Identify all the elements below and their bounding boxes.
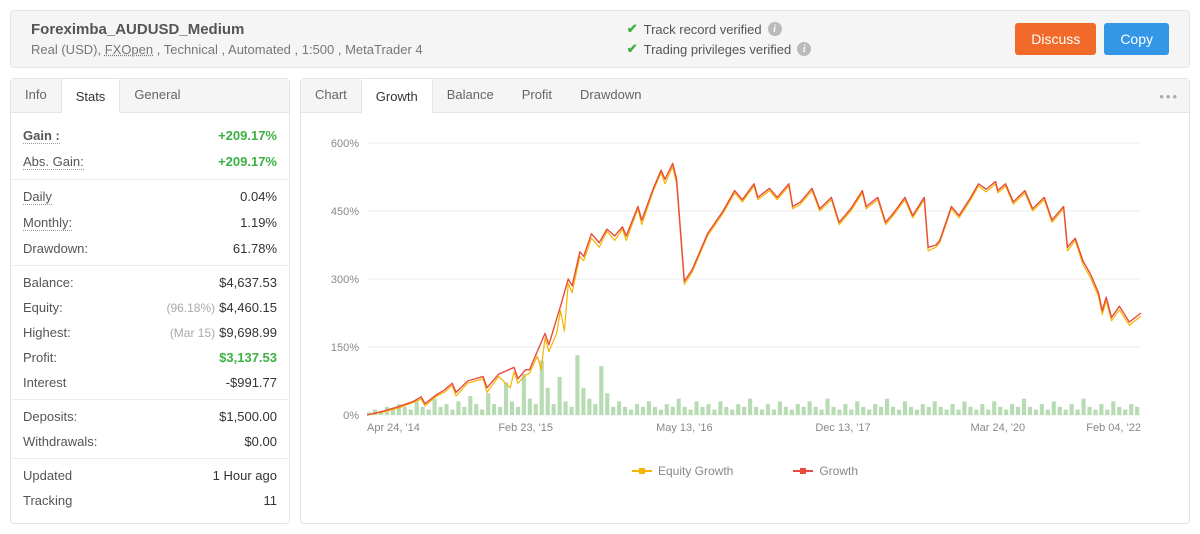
chart-body: 0% 150% 300% 450% 600% Apr 24, '14 Feb 23, '15… [301,113,1189,456]
legend-equity-label: Equity Growth [658,464,733,478]
deposits-label: Deposits: [23,409,77,424]
svg-text:Apr 24, '14: Apr 24, '14 [367,422,420,434]
withdrawals-label: Withdrawals: [23,434,97,449]
drawdown-label: Drawdown: [23,241,88,256]
tab-chart[interactable]: Chart [301,79,361,112]
interest-label: Interest [23,375,66,390]
drawdown-value: 61.78% [233,241,277,256]
stats-body: Gain : +209.17% Abs. Gain: +209.17% Daily 0… [11,113,289,523]
tab-balance[interactable]: Balance [433,79,508,112]
svg-text:0%: 0% [343,410,359,422]
svg-text:Mar 24, '20: Mar 24, '20 [970,422,1025,434]
balance-value: $4,637.53 [219,275,277,290]
track-record-verified: ✔ Track record verified i [627,21,812,37]
updated-label: Updated [23,468,72,483]
tab-info[interactable]: Info [11,79,61,112]
highest-value: (Mar 15)$9,698.99 [170,325,277,340]
stats-tabs: Info Stats General [11,79,289,113]
more-icon[interactable]: ••• [1159,89,1179,104]
tab-growth[interactable]: Growth [361,79,433,113]
copy-button[interactable]: Copy [1104,23,1169,55]
equity-label: Equity: [23,300,63,315]
legend-growth-label: Growth [819,464,858,478]
track-record-label: Track record verified [644,22,762,37]
svg-text:May 13, '16: May 13, '16 [656,422,713,434]
svg-text:600%: 600% [331,138,359,150]
info-icon[interactable]: i [797,42,811,56]
system-title: Foreximba_AUDUSD_Medium [31,21,423,38]
daily-label: Daily [23,189,52,205]
chart-panel: Chart Growth Balance Profit Drawdown •••… [300,78,1190,524]
deposits-value: $1,500.00 [219,409,277,424]
monthly-label: Monthly: [23,215,72,231]
balance-label: Balance: [23,275,74,290]
tracking-label: Tracking [23,493,72,508]
growth-chart-svg: 0% 150% 300% 450% 600% Apr 24, '14 Feb 23, '15… [321,133,1151,443]
tab-profit[interactable]: Profit [508,79,566,112]
monthly-value: 1.19% [240,215,277,231]
tab-drawdown[interactable]: Drawdown [566,79,655,112]
svg-text:450%: 450% [331,206,359,218]
main-content: Info Stats General Gain : +209.17% Abs. G… [0,78,1200,534]
updated-value: 1 Hour ago [213,468,277,483]
info-icon[interactable]: i [768,22,782,36]
highest-label: Highest: [23,325,71,340]
broker-link[interactable]: FXOpen [105,42,153,57]
legend-growth: Growth [793,464,858,478]
stats-panel: Info Stats General Gain : +209.17% Abs. G… [10,78,290,524]
system-subtitle: Real (USD), FXOpen , Technical , Automat… [31,42,423,57]
header-left: Foreximba_AUDUSD_Medium Real (USD), FXOp… [31,21,423,57]
header-bar: Foreximba_AUDUSD_Medium Real (USD), FXOp… [10,10,1190,68]
profit-value: $3,137.53 [219,350,277,365]
tab-stats[interactable]: Stats [61,79,121,113]
trading-privileges-label: Trading privileges verified [644,42,792,57]
equity-value: (96.18%)$4,460.15 [166,300,277,315]
trading-privileges-verified: ✔ Trading privileges verified i [627,41,812,57]
profit-label: Profit: [23,350,57,365]
withdrawals-value: $0.00 [244,434,277,449]
svg-text:Feb 23, '15: Feb 23, '15 [498,422,553,434]
check-icon: ✔ [627,41,638,57]
abs-gain-label: Abs. Gain: [23,154,84,170]
svg-text:Feb 04, '22: Feb 04, '22 [1086,422,1141,434]
subtitle-suffix: , Technical , Automated , 1:500 , MetaTr… [153,42,423,57]
equity-sub: (96.18%) [166,301,215,315]
svg-text:150%: 150% [331,342,359,354]
gain-value: +209.17% [218,128,277,144]
header-verified: ✔ Track record verified i ✔ Trading priv… [627,21,812,57]
interest-value: -$991.77 [226,375,277,390]
check-icon: ✔ [627,21,638,37]
header-actions: Discuss Copy [1015,23,1169,55]
svg-text:Dec 13, '17: Dec 13, '17 [815,422,870,434]
chart-tabs: Chart Growth Balance Profit Drawdown ••• [301,79,1189,113]
svg-text:300%: 300% [331,274,359,286]
legend-equity: Equity Growth [632,464,733,478]
gain-label: Gain : [23,128,60,144]
highest-sub: (Mar 15) [170,326,215,340]
discuss-button[interactable]: Discuss [1015,23,1096,55]
chart-legend: Equity Growth Growth [301,456,1189,490]
subtitle-prefix: Real (USD), [31,42,105,57]
tab-general[interactable]: General [120,79,194,112]
abs-gain-value: +209.17% [218,154,277,170]
daily-value: 0.04% [240,189,277,205]
tracking-value: 11 [264,493,278,508]
